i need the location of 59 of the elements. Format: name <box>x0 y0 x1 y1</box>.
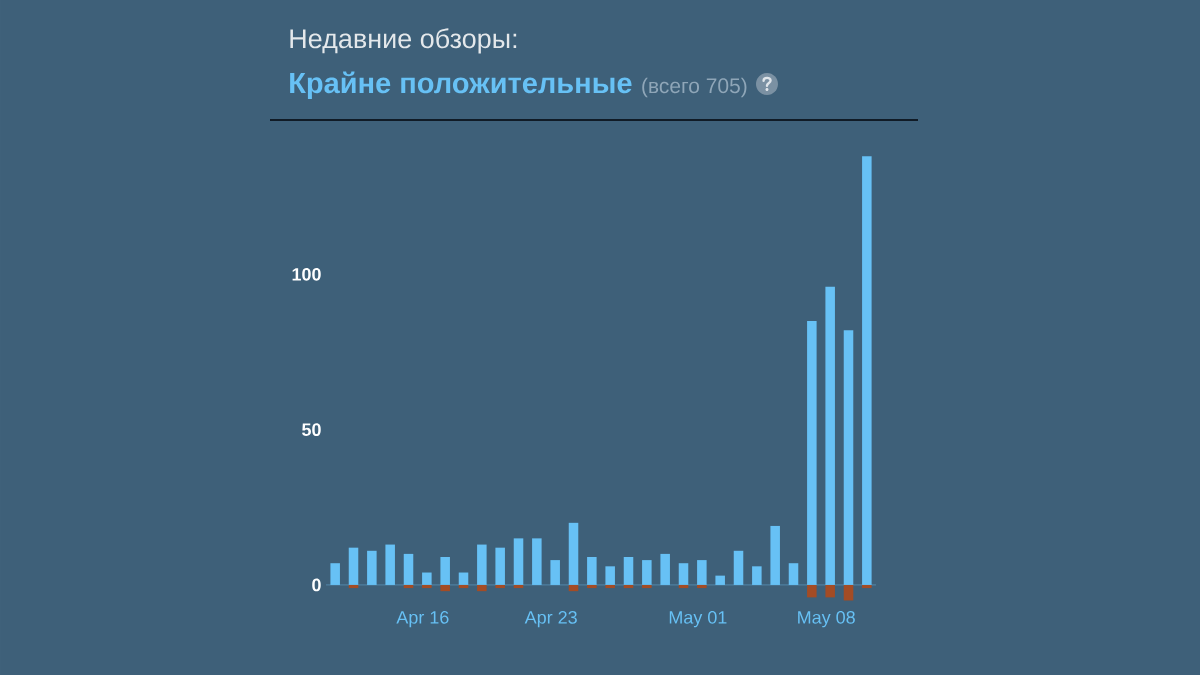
x-tick-label: Apr 16 <box>396 611 449 628</box>
bar <box>477 544 487 585</box>
bar <box>605 566 615 585</box>
y-tick-label: 0 <box>312 578 321 592</box>
bar <box>807 320 817 585</box>
bar <box>862 156 872 585</box>
bar <box>733 550 744 585</box>
bar <box>458 572 469 585</box>
text: (всего 705) <box>642 77 747 98</box>
x-tick-label: May 01 <box>669 611 727 628</box>
bar <box>697 560 707 585</box>
bar <box>440 584 450 592</box>
bar <box>513 538 524 585</box>
bar <box>642 560 652 585</box>
bar <box>623 584 634 589</box>
bar <box>642 584 652 589</box>
bar <box>477 584 487 592</box>
bar <box>788 563 799 585</box>
bar <box>660 553 670 585</box>
bar <box>568 584 579 592</box>
bar <box>587 557 597 585</box>
chart-subtitle: Крайне положительные <box>290 71 632 99</box>
chart-title: Недавние обзоры: <box>290 28 517 54</box>
bar <box>495 584 505 589</box>
bar <box>348 584 359 589</box>
x-tick-label: May 08 <box>798 611 855 628</box>
bar <box>458 584 469 589</box>
x-tick-label: Apr 23 <box>524 611 577 628</box>
bar <box>843 330 854 585</box>
bar <box>678 563 689 585</box>
bar <box>862 584 872 589</box>
bar <box>752 566 762 585</box>
y-tick-label: 100 <box>292 267 321 281</box>
y-tick-label: 50 <box>302 423 321 437</box>
bar <box>807 584 817 598</box>
bar <box>403 584 414 589</box>
bar <box>697 584 707 589</box>
bar <box>568 522 579 585</box>
bar <box>678 584 689 589</box>
bar <box>715 575 725 585</box>
bar <box>495 547 505 585</box>
bar <box>825 286 835 585</box>
bar <box>403 553 414 585</box>
bar <box>532 538 542 585</box>
bar <box>605 584 615 589</box>
bar <box>513 584 524 589</box>
bar <box>422 572 432 585</box>
bar <box>330 563 340 585</box>
bar <box>587 584 597 589</box>
bar <box>367 550 377 585</box>
bar <box>348 547 359 585</box>
bar <box>550 560 560 585</box>
bar <box>825 584 835 598</box>
bar <box>770 525 780 585</box>
bar <box>422 584 432 589</box>
bar <box>385 544 395 585</box>
bar <box>843 584 854 601</box>
bar <box>623 557 634 585</box>
bar <box>440 557 450 585</box>
